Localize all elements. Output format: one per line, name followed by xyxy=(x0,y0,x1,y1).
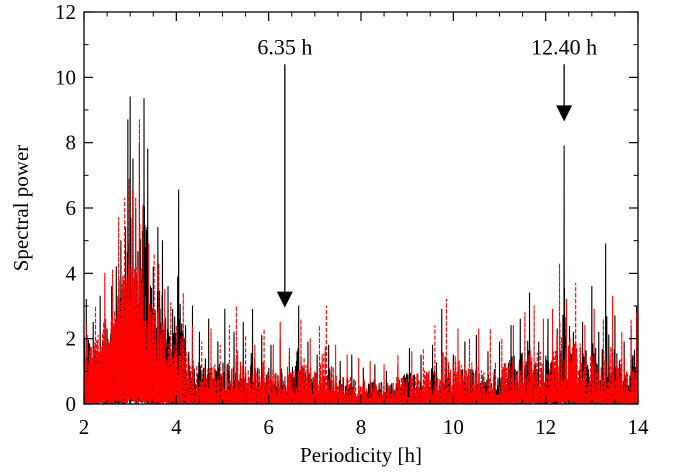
x-tick-label: 10 xyxy=(443,415,464,439)
y-tick-label: 8 xyxy=(66,131,77,155)
x-tick-label: 14 xyxy=(628,415,650,439)
red-dashed-series-line xyxy=(84,119,638,404)
y-tick-label: 10 xyxy=(55,65,76,89)
y-tick-label: 2 xyxy=(66,327,77,351)
series-layer xyxy=(84,96,638,404)
x-tick-label: 8 xyxy=(356,415,367,439)
annotation-label: 6.35 h xyxy=(257,34,312,59)
y-tick-label: 0 xyxy=(66,392,77,416)
y-axis-label: Spectral power xyxy=(9,145,33,272)
y-tick-label: 12 xyxy=(55,0,76,24)
x-axis-label: Periodicity [h] xyxy=(300,443,422,467)
annotation-arrow-head xyxy=(276,291,293,308)
annotation-layer: 6.35 h 12.40 h xyxy=(257,34,597,308)
annotation-label: 12.40 h xyxy=(531,34,597,59)
x-tick-label: 4 xyxy=(171,415,182,439)
annotation-arrow-head xyxy=(556,105,573,122)
x-tick-label: 12 xyxy=(535,415,556,439)
x-tick-label: 2 xyxy=(79,415,90,439)
y-tick-label: 6 xyxy=(66,196,77,220)
y-tick-label: 4 xyxy=(66,261,77,285)
x-tick-label: 6 xyxy=(263,415,274,439)
